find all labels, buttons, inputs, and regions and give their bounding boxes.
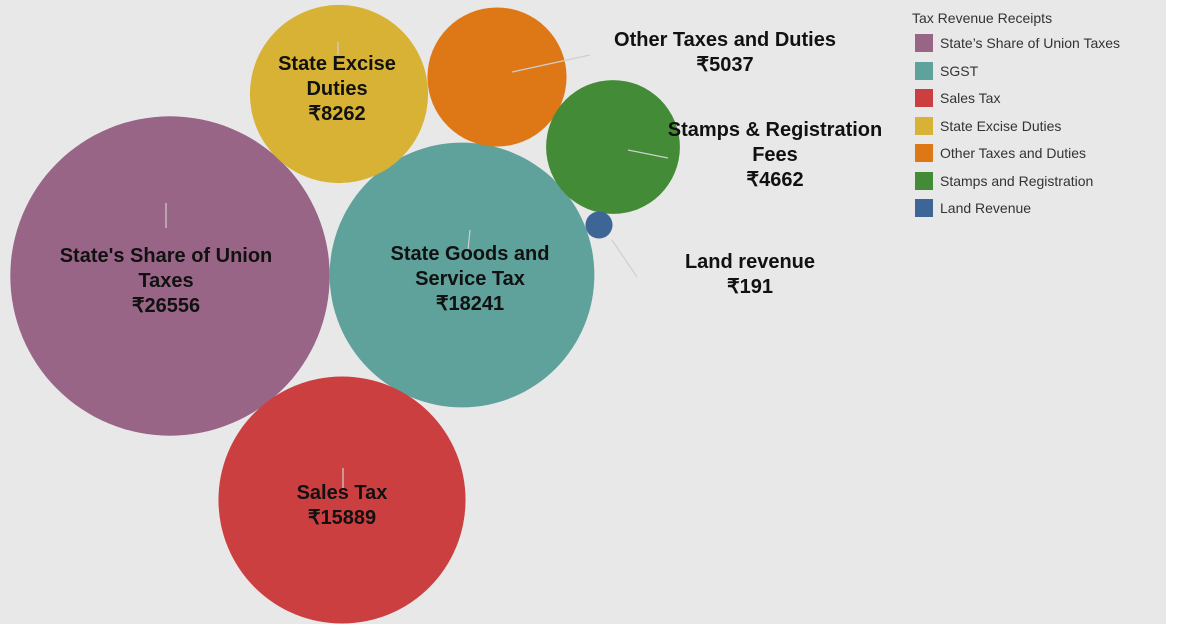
leader-line bbox=[467, 229, 471, 251]
legend-label: SGST bbox=[940, 62, 979, 79]
legend-swatch bbox=[915, 89, 933, 107]
legend-swatch bbox=[915, 199, 933, 217]
category: Stamps & Registration Fees bbox=[667, 119, 883, 166]
value-label: ₹26556 bbox=[131, 295, 201, 317]
bubble-label: Land revenue ₹191 bbox=[650, 250, 850, 300]
bubble-label: State Goods and Service Tax ₹18241 bbox=[370, 242, 570, 317]
bubble bbox=[546, 80, 680, 214]
bubble bbox=[218, 376, 466, 624]
bubble-label: Sales Tax ₹15889 bbox=[242, 481, 442, 531]
category: Sales Tax bbox=[296, 482, 388, 504]
legend-swatch bbox=[915, 34, 933, 52]
category: State Goods and Service Tax bbox=[390, 243, 550, 290]
value-label: ₹5037 bbox=[696, 54, 754, 76]
legend-swatch bbox=[915, 171, 933, 190]
legend-swatch bbox=[915, 116, 933, 135]
bubble bbox=[10, 116, 330, 436]
legend-label: Stamps and Registration bbox=[940, 172, 1094, 189]
leader-line bbox=[611, 239, 638, 278]
bubble-label: Other Taxes and Duties ₹5037 bbox=[575, 28, 875, 78]
legend-title: Tax Revenue Receipts bbox=[912, 10, 1053, 26]
leader-line bbox=[627, 149, 669, 159]
category: State Excise Duties bbox=[278, 53, 396, 100]
value-label: ₹18241 bbox=[435, 293, 505, 315]
bubble bbox=[329, 142, 595, 408]
category: Land revenue bbox=[684, 251, 816, 273]
bubble bbox=[585, 211, 613, 239]
side-strip bbox=[1166, 0, 1184, 624]
legend-swatch bbox=[915, 61, 933, 80]
legend-label: Other Taxes and Duties bbox=[940, 145, 1087, 161]
legend-label: Land Revenue bbox=[940, 200, 1032, 216]
bubble bbox=[427, 7, 567, 147]
bubble bbox=[249, 4, 429, 184]
category: State's Share of Union Taxes bbox=[59, 245, 273, 292]
value-label: ₹4662 bbox=[746, 169, 804, 191]
leader-line bbox=[511, 54, 591, 73]
value-label: ₹191 bbox=[726, 276, 774, 298]
bubble-label: State Excise Duties ₹8262 bbox=[262, 52, 412, 127]
bubble-label: State's Share of Union Taxes ₹26556 bbox=[31, 244, 301, 319]
bubble-label: Stamps & Registration Fees ₹4662 bbox=[665, 118, 885, 193]
legend-swatch bbox=[915, 144, 933, 162]
legend-label: State Excise Duties bbox=[940, 117, 1062, 134]
category: Other Taxes and Duties bbox=[614, 29, 836, 51]
value-label: ₹8262 bbox=[308, 103, 366, 125]
value-label: ₹15889 bbox=[307, 507, 377, 529]
legend-label: Sales Tax bbox=[940, 90, 1001, 106]
legend-label: State’s Share of Union Taxes bbox=[940, 35, 1121, 51]
